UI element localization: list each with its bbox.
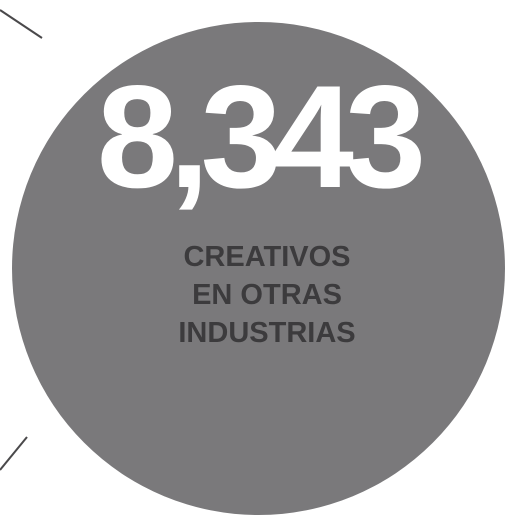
stat-circle	[12, 22, 505, 515]
stat-label-line-3: INDUSTRIAS	[178, 317, 356, 349]
stat-label-line-2: EN OTRAS	[192, 279, 342, 311]
stat-label: CREATIVOS EN OTRAS INDUSTRIAS	[0, 238, 514, 352]
stat-label-line-1: CREATIVOS	[183, 241, 351, 273]
connector-line-top	[0, 9, 43, 39]
stat-value: 8,343	[96, 55, 426, 218]
connector-line-bottom	[0, 436, 28, 471]
